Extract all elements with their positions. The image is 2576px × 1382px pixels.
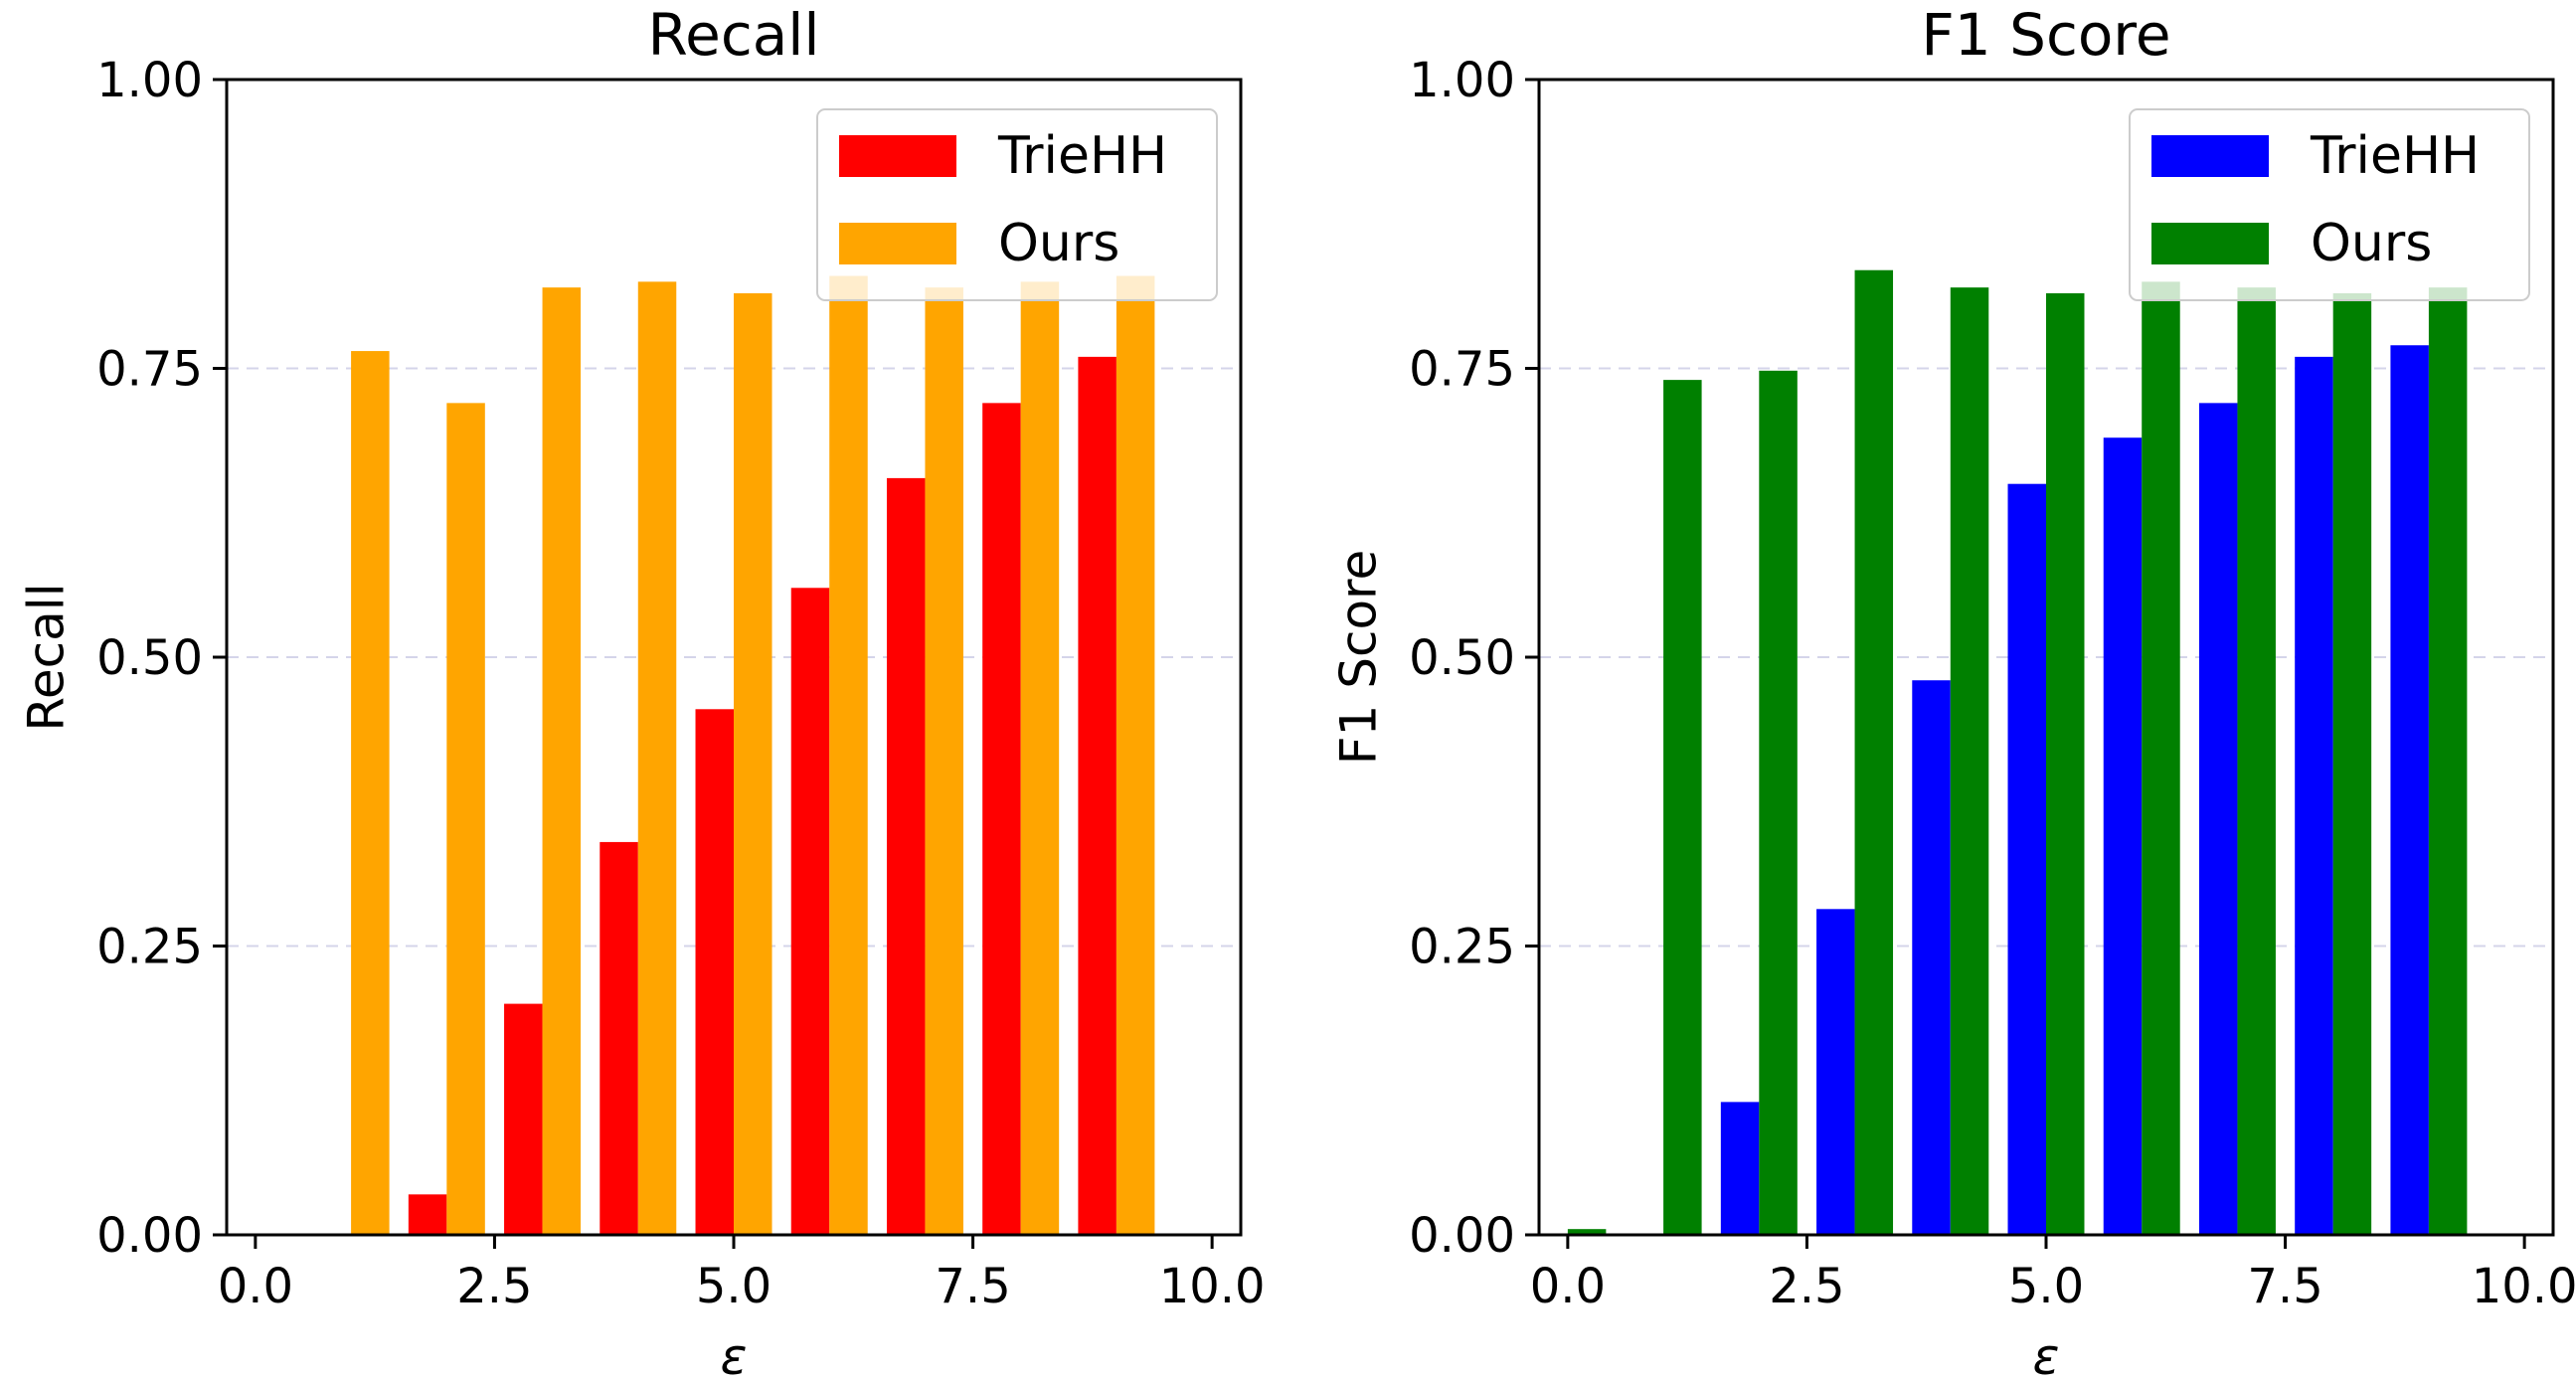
- y-axis-label: Recall: [18, 583, 76, 731]
- bar-ours-8: [2332, 292, 2372, 1236]
- bar-ours-4: [637, 281, 677, 1236]
- x-tick-label: 0.0: [1530, 1259, 1606, 1314]
- x-tick-label: 2.5: [1769, 1259, 1844, 1314]
- x-tick-label: 7.5: [2247, 1259, 2322, 1314]
- bar-triehh-6: [790, 588, 830, 1235]
- legend-swatch-triehh: [839, 135, 956, 177]
- legend-label-triehh: TrieHH: [997, 126, 1167, 186]
- legend-swatch-ours: [839, 223, 956, 264]
- x-tick-label: 10.0: [2472, 1259, 2576, 1314]
- y-tick-label: 1.00: [1409, 53, 1515, 108]
- bar-triehh-2: [408, 1194, 447, 1235]
- bar-ours-3: [542, 287, 582, 1235]
- bar-triehh-6: [2103, 437, 2143, 1236]
- bar-ours-9: [2428, 287, 2468, 1235]
- y-tick-label: 0.25: [1409, 920, 1515, 975]
- bar-ours-8: [1020, 281, 1060, 1236]
- bar-triehh-5: [2007, 483, 2046, 1235]
- bar-triehh-2: [1720, 1102, 1760, 1235]
- x-tick-label: 7.5: [935, 1259, 1010, 1314]
- y-tick-label: 0.50: [96, 630, 203, 686]
- y-tick-label: 0.75: [1409, 342, 1515, 398]
- bar-triehh-8: [982, 403, 1021, 1235]
- bar-triehh-5: [695, 709, 734, 1235]
- x-axis-label: ε: [720, 1328, 747, 1382]
- bar-ours-0: [1567, 1229, 1607, 1235]
- bar-ours-3: [1854, 269, 1894, 1236]
- chart-title: Recall: [647, 1, 819, 69]
- f1-score-chart: 0.00 0.25 0.50 0.75 1.00 0.0 2.5 5.0 7.5 10.0 F1 S…: [1330, 1, 2576, 1382]
- bar-ours-7: [2237, 287, 2276, 1235]
- bar-ours-7: [925, 287, 963, 1235]
- x-tick-label: 10.0: [1159, 1259, 1266, 1314]
- bar-ours-2: [446, 403, 485, 1235]
- x-tick-label: 5.0: [696, 1259, 772, 1314]
- bar-triehh-7: [2198, 403, 2238, 1235]
- x-tick-label: 0.0: [218, 1259, 293, 1314]
- recall-chart: 0.00 0.25 0.50 0.75 1.00 0.0 2.5 5.0 7.5 10.0 Reca…: [18, 1, 1266, 1382]
- x-tick-label: 2.5: [456, 1259, 532, 1314]
- legend-label-ours: Ours: [998, 214, 1119, 273]
- legend: TrieHH Ours: [2129, 108, 2530, 301]
- bar-ours-4: [1950, 287, 1989, 1235]
- bar-ours-5: [2046, 292, 2085, 1236]
- y-tick-label: 0.75: [96, 342, 203, 398]
- legend-label-triehh: TrieHH: [2310, 126, 2480, 186]
- x-axis-label: ε: [2032, 1328, 2059, 1382]
- legend: TrieHH Ours: [816, 108, 1218, 301]
- bar-ours-6: [2142, 281, 2180, 1236]
- legend-label-ours: Ours: [2311, 214, 2432, 273]
- bar-ours-9: [1116, 275, 1155, 1235]
- bar-ours-2: [1759, 370, 1798, 1236]
- y-tick-label: 0.25: [96, 920, 203, 975]
- bar-ours-1: [351, 351, 390, 1235]
- y-tick-label: 1.00: [96, 53, 203, 108]
- bar-ours-1: [1663, 380, 1702, 1235]
- bar-triehh-8: [2295, 356, 2333, 1235]
- x-tick-label: 5.0: [2008, 1259, 2084, 1314]
- chart-title: F1 Score: [1921, 1, 2170, 69]
- bar-triehh-7: [886, 477, 926, 1235]
- legend-swatch-ours: [2151, 223, 2269, 264]
- bar-triehh-9: [2390, 345, 2429, 1235]
- bar-triehh-4: [1912, 680, 1951, 1235]
- y-tick-label: 0.00: [96, 1208, 203, 1264]
- legend-swatch-triehh: [2151, 135, 2269, 177]
- bar-ours-5: [734, 292, 773, 1236]
- bar-triehh-3: [504, 1003, 543, 1235]
- bar-triehh-4: [600, 841, 638, 1235]
- bar-ours-6: [829, 275, 868, 1235]
- y-tick-label: 0.50: [1409, 630, 1515, 686]
- y-tick-label: 0.00: [1409, 1208, 1515, 1264]
- bar-triehh-3: [1816, 909, 1855, 1235]
- y-axis-label: F1 Score: [1330, 550, 1388, 766]
- bar-triehh-9: [1078, 356, 1116, 1235]
